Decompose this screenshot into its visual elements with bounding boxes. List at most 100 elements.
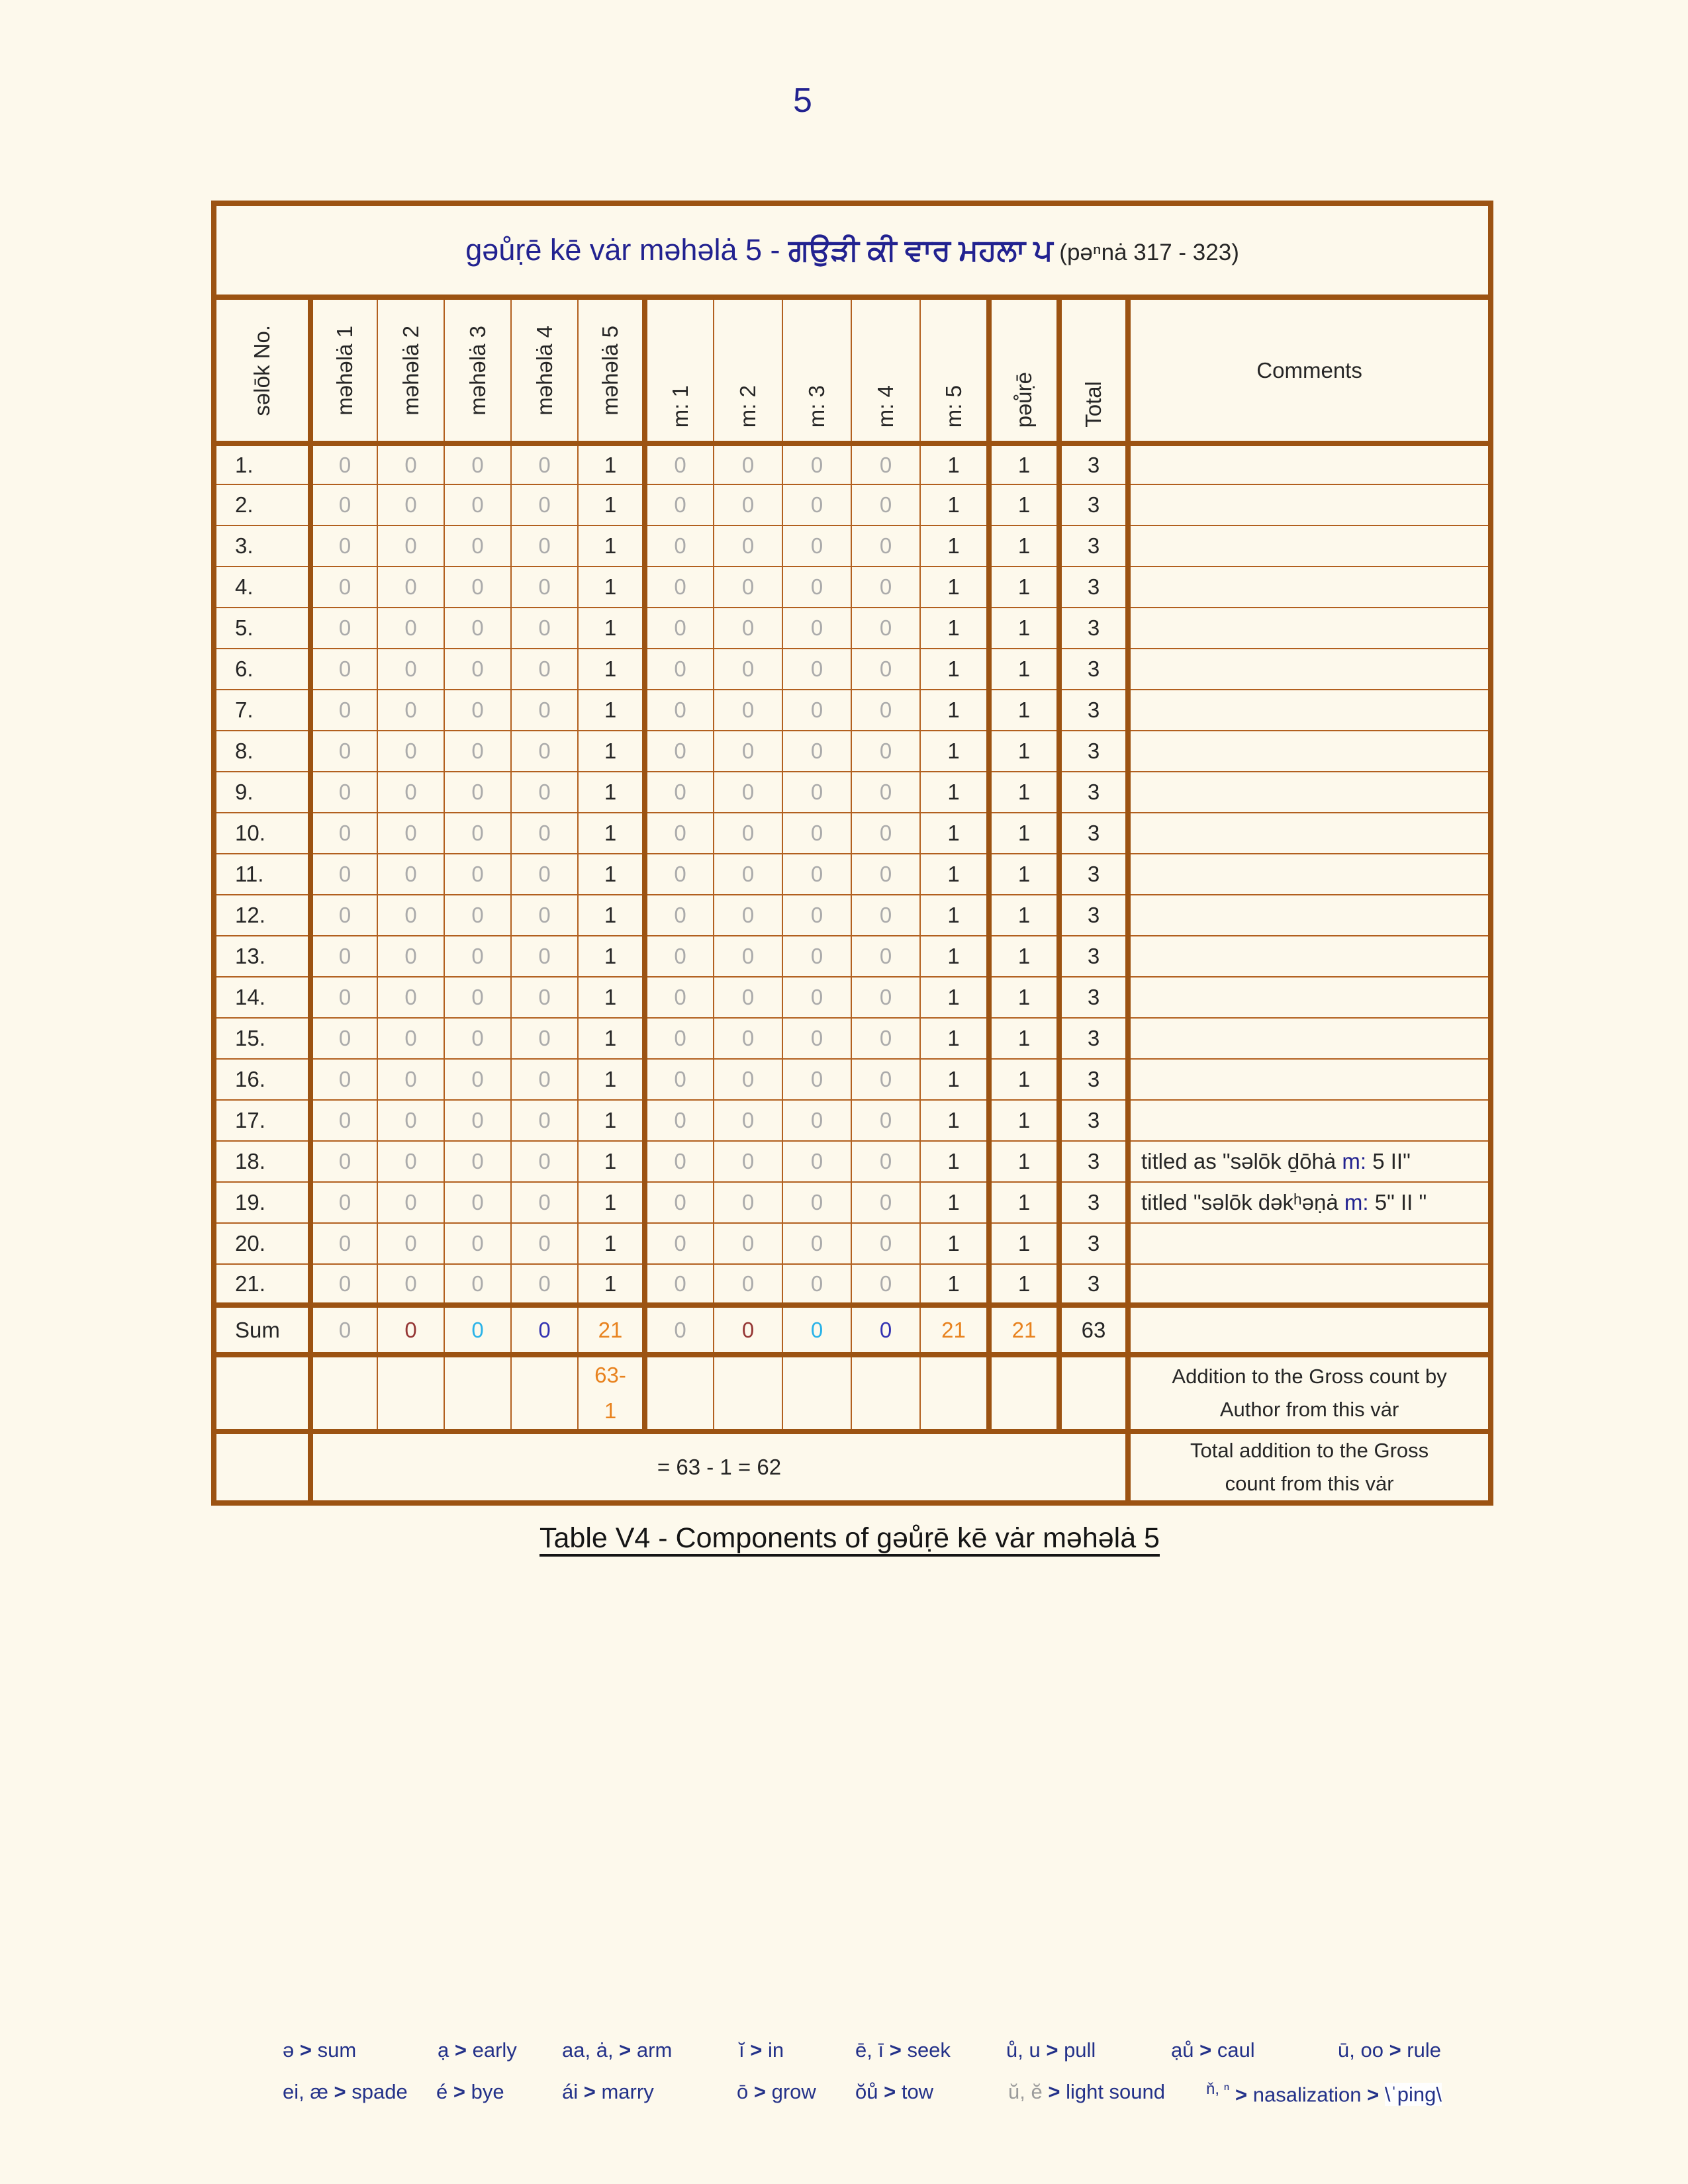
value-cell: 0	[642, 730, 714, 772]
value-cell: 1	[577, 894, 645, 936]
components-table: gəůṛē kē vȧr məhəlȧ 5 - ਗਉੜੀ ਕੀ ਵਾਰ ਮਹਲਾ…	[211, 201, 1494, 1506]
table-row: 20. 0 0 0 0 1 0 0 0 0 1 1 3	[213, 1222, 1492, 1265]
value-cell: 0	[444, 566, 512, 608]
value-cell: 1	[919, 1263, 990, 1308]
value-cell: 1	[577, 1181, 645, 1224]
grand-total-row: = 63 - 1 = 62 Total addition to the Gross…	[213, 1431, 1492, 1504]
sum-value-cell: 0	[642, 1304, 714, 1357]
value-cell: 0	[308, 566, 378, 608]
table-row: 6. 0 0 0 0 1 0 0 0 0 1 1 3	[213, 648, 1492, 690]
row-number-cell: 1.	[213, 443, 311, 485]
table-row: 5. 0 0 0 0 1 0 0 0 0 1 1 3	[213, 607, 1492, 649]
column-header: m: 1	[642, 296, 714, 446]
value-cell: 1	[986, 1222, 1060, 1265]
value-cell: 0	[510, 1222, 579, 1265]
sum-comment-cell	[1125, 1304, 1492, 1357]
value-cell: 1	[986, 1263, 1060, 1308]
total-formula-cell: = 63 - 1 = 62	[308, 1431, 1129, 1504]
value-cell: 0	[444, 689, 512, 731]
table-title-cell: gəůṛē kē vȧr məhəlȧ 5 - ਗਉੜੀ ਕੀ ਵਾਰ ਮਹਲਾ…	[212, 203, 1492, 300]
value-cell: 0	[377, 976, 445, 1019]
adjustment-value-cell: 63- 1	[577, 1354, 645, 1434]
table-row: 13. 0 0 0 0 1 0 0 0 0 1 1 3	[213, 935, 1492, 978]
pronunciation-key-item: ŭ, ĕ > light sound	[1008, 2080, 1166, 2103]
value-cell: 0	[851, 1181, 921, 1224]
value-cell: 0	[377, 1058, 445, 1101]
value-cell: 0	[782, 1222, 852, 1265]
value-cell: 3	[1056, 648, 1129, 690]
value-cell: 1	[919, 853, 990, 895]
value-cell: 3	[1056, 443, 1129, 485]
column-header-wrap: Total	[1062, 300, 1125, 441]
value-cell: 1	[919, 1140, 990, 1183]
table-row: 17. 0 0 0 0 1 0 0 0 0 1 1 3	[213, 1099, 1492, 1142]
column-header: m: 2	[713, 296, 783, 446]
column-header: məhəlȧ 3	[444, 296, 512, 446]
value-cell: 0	[308, 1099, 378, 1142]
value-cell: 3	[1056, 566, 1129, 608]
pronunciation-key-item: é > bye	[436, 2080, 504, 2103]
value-cell: 0	[851, 566, 921, 608]
value-cell: 0	[510, 648, 579, 690]
value-cell: 1	[577, 812, 645, 854]
empty-cell	[642, 1354, 714, 1434]
row-number-cell: 12.	[213, 894, 311, 936]
value-cell: 0	[851, 1140, 921, 1183]
sum-value-cell: 63	[1056, 1304, 1129, 1357]
value-cell: 1	[986, 1181, 1060, 1224]
empty-cell	[510, 1354, 579, 1434]
row-number-cell: 21.	[213, 1263, 311, 1308]
value-cell: 0	[642, 894, 714, 936]
value-cell: 1	[919, 443, 990, 485]
value-cell: 1	[577, 484, 645, 526]
value-cell: 0	[782, 812, 852, 854]
column-header-wrap: məhəlȧ 3	[445, 300, 510, 441]
comment-cell	[1125, 1263, 1492, 1308]
value-cell: 0	[782, 1017, 852, 1060]
value-cell: 0	[713, 1017, 783, 1060]
table-row: 19. 0 0 0 0 1 0 0 0 0 1 1 3 titled "səlōk dəkʰəṇȧ m: …	[213, 1181, 1492, 1224]
sum-value-cell: 0	[377, 1304, 445, 1357]
column-header: məhəlȧ 1	[308, 296, 378, 446]
value-cell: 0	[444, 976, 512, 1019]
value-cell: 3	[1056, 1140, 1129, 1183]
value-cell: 0	[308, 1181, 378, 1224]
empty-cell	[377, 1354, 445, 1434]
value-cell: 0	[510, 853, 579, 895]
value-cell: 3	[1056, 1263, 1129, 1308]
value-cell: 0	[782, 1099, 852, 1142]
value-cell: 0	[782, 1058, 852, 1101]
row-number-cell: 18.	[213, 1140, 311, 1183]
value-cell: 1	[986, 1140, 1060, 1183]
table-caption: Table V4 - Components of gəůṛē kē vȧr mə…	[539, 1522, 1160, 1554]
value-cell: 1	[986, 607, 1060, 649]
sum-value-cell: 0	[713, 1304, 783, 1357]
value-cell: 0	[444, 1058, 512, 1101]
value-cell: 1	[986, 935, 1060, 978]
value-cell: 0	[377, 771, 445, 813]
value-cell: 1	[986, 689, 1060, 731]
value-cell: 1	[919, 894, 990, 936]
value-cell: 0	[851, 443, 921, 485]
value-cell: 0	[642, 812, 714, 854]
value-cell: 0	[444, 771, 512, 813]
value-cell: 0	[642, 566, 714, 608]
value-cell: 0	[851, 853, 921, 895]
value-cell: 0	[444, 443, 512, 485]
value-cell: 1	[986, 648, 1060, 690]
empty-cell	[851, 1354, 921, 1434]
value-cell: 1	[577, 607, 645, 649]
comment-cell	[1125, 525, 1492, 567]
sum-value-cell: 0	[510, 1304, 579, 1357]
column-header: m: 4	[851, 296, 921, 446]
value-cell: 1	[577, 1263, 645, 1308]
value-cell: 0	[377, 1222, 445, 1265]
value-cell: 0	[713, 812, 783, 854]
value-cell: 0	[851, 730, 921, 772]
value-cell: 0	[851, 935, 921, 978]
value-cell: 1	[919, 525, 990, 567]
value-cell: 0	[308, 607, 378, 649]
value-cell: 0	[782, 525, 852, 567]
value-cell: 3	[1056, 935, 1129, 978]
